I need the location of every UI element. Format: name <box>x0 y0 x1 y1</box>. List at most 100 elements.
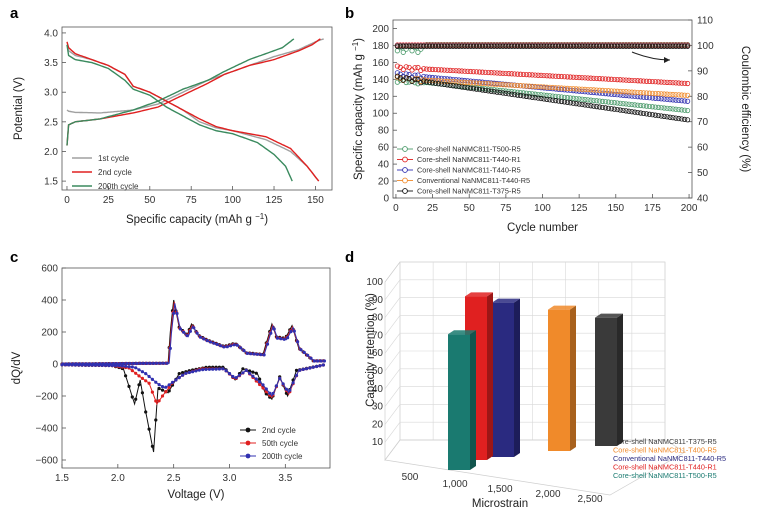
panel-d-xlabel: Microstrain <box>472 498 528 510</box>
panel-b-capacity-point <box>541 96 547 102</box>
panel-c-point <box>128 361 132 366</box>
panel-d-bar-side <box>487 292 493 460</box>
panel-b-capacity-point <box>550 84 556 91</box>
panel-b-capacity-point <box>535 95 541 101</box>
panel-b-capacity-point <box>503 70 509 77</box>
panel-b-capacity-point <box>605 105 612 111</box>
panel-d-ytick-label: 30 <box>372 402 384 413</box>
panel-b-capacity-point <box>682 92 688 98</box>
panel-b-capacity-point <box>494 70 500 76</box>
panel-b-ce-point <box>506 43 512 49</box>
panel-b-capacity-point <box>558 98 565 105</box>
panel-c-point <box>93 363 98 367</box>
panel-b-ce-point <box>682 43 688 49</box>
panel-b-ce-point <box>520 43 527 49</box>
panel-b-capacity-point <box>514 92 521 98</box>
panel-b-capacity-point <box>529 83 535 89</box>
panel-a-xlabel: Specific capacity (mAh g −1) <box>126 212 268 226</box>
panel-c-point <box>229 344 233 348</box>
panel-b-capacity-point <box>685 98 691 104</box>
panel-c-point <box>167 385 171 389</box>
panel-b-capacity-point <box>435 81 442 87</box>
panel-b-ce-point <box>629 43 635 49</box>
panel-c-point <box>308 366 312 370</box>
panel-c-ylabel: dQ/dV <box>11 351 23 384</box>
panel-c-point <box>138 361 142 365</box>
panel-b-xtick-label: 125 <box>571 203 588 214</box>
panel-b-capacity-point <box>558 73 565 80</box>
panel-b-capacity-point <box>547 97 553 103</box>
panel-b-capacity-point <box>623 77 629 83</box>
panel-b-capacity-point <box>658 96 664 102</box>
panel-c-point <box>264 390 268 394</box>
panel-d-bar-front <box>448 334 470 470</box>
panel-c-point <box>155 361 159 365</box>
panel-b-capacity-point <box>576 74 582 81</box>
panel-b-capacity-point <box>544 96 550 102</box>
panel-b-ce-point <box>638 43 644 49</box>
panel-b-capacity-point <box>629 89 635 95</box>
panel-b-ce-point <box>661 43 667 49</box>
panel-c-point <box>67 363 71 367</box>
panel-c-point <box>177 372 181 376</box>
panel-b-ce-point <box>488 43 494 49</box>
panel-b-ce-point <box>535 43 541 49</box>
panel-b-ce-point <box>541 43 547 49</box>
panel-c-point <box>162 361 166 365</box>
panel-b-capacity-point <box>406 79 412 85</box>
panel-a-ytick-label: 1.5 <box>44 177 58 188</box>
panel-c-point <box>269 331 273 335</box>
panel-b-capacity-point <box>626 101 632 107</box>
panel-b-capacity-point <box>453 83 459 89</box>
panel-b-capacity-point <box>591 103 597 109</box>
panel-c-point <box>202 337 206 341</box>
panel-b-capacity-point <box>617 92 623 98</box>
panel-b-capacity-point <box>412 80 418 86</box>
panel-d-bar-top <box>595 313 623 318</box>
panel-b-capacity-point <box>599 76 606 82</box>
panel-b-capacity-point <box>429 74 436 81</box>
panel-d-ytick-label: 20 <box>372 419 384 430</box>
panel-b-capacity-point <box>520 93 527 99</box>
panel-c-point <box>219 344 223 348</box>
panel-b-ce-point <box>459 43 465 49</box>
panel-b-capacity-point <box>450 67 456 74</box>
panel-b-capacity-point <box>594 90 600 96</box>
panel-c-point <box>232 343 236 347</box>
panel-b-xtick-label: 200 <box>681 203 698 214</box>
panel-b-capacity-point <box>485 88 491 94</box>
panel-b-y2label: Coulombic efficiency (%) <box>739 46 751 173</box>
panel-b-capacity-point <box>635 109 641 116</box>
panel-b-ce-point <box>429 43 436 49</box>
panel-c-point <box>292 329 296 333</box>
panel-d-depth-label: Core-shell NaNMC811-T500-R5 <box>613 471 717 480</box>
panel-c-point <box>239 346 243 350</box>
panel-b-capacity-point <box>494 89 500 95</box>
panel-a-xtick-label: 150 <box>307 195 324 206</box>
panel-a-xlabel-sup: −1 <box>255 212 265 221</box>
panel-b-capacity-point <box>652 79 658 85</box>
panel-a-xtick-label: 125 <box>266 195 283 206</box>
panel-c-point <box>318 364 322 368</box>
panel-c-point <box>231 374 235 379</box>
panel-b-capacity-point <box>673 97 679 103</box>
panel-c-point <box>154 380 158 384</box>
panel-b-capacity-point <box>506 91 512 97</box>
panel-b-capacity-point <box>476 69 483 75</box>
panel-d-bar-front <box>548 309 570 451</box>
panel-b-capacity-point <box>520 90 527 96</box>
panel-d-bar-top <box>465 292 493 297</box>
panel-b-ce-point <box>594 43 600 49</box>
panel-b-capacity-point <box>643 78 650 84</box>
panel-b-capacity-point <box>611 106 617 112</box>
panel-b-capacity-point <box>532 91 538 97</box>
panel-b-y2tick-label: 80 <box>697 92 709 103</box>
panel-d: d 10 20 30 40 50 60 70 80 90 100 500 1,000 1,500 2,000… <box>345 249 726 510</box>
panel-b-capacity-point <box>655 104 661 110</box>
panel-b-capacity-point <box>476 80 483 86</box>
panel-c-point <box>130 395 134 399</box>
panel-b-capacity-point <box>635 89 641 96</box>
panel-c-point <box>289 330 293 334</box>
panel-c-point <box>144 379 148 383</box>
panel-b-capacity-point <box>632 89 638 95</box>
